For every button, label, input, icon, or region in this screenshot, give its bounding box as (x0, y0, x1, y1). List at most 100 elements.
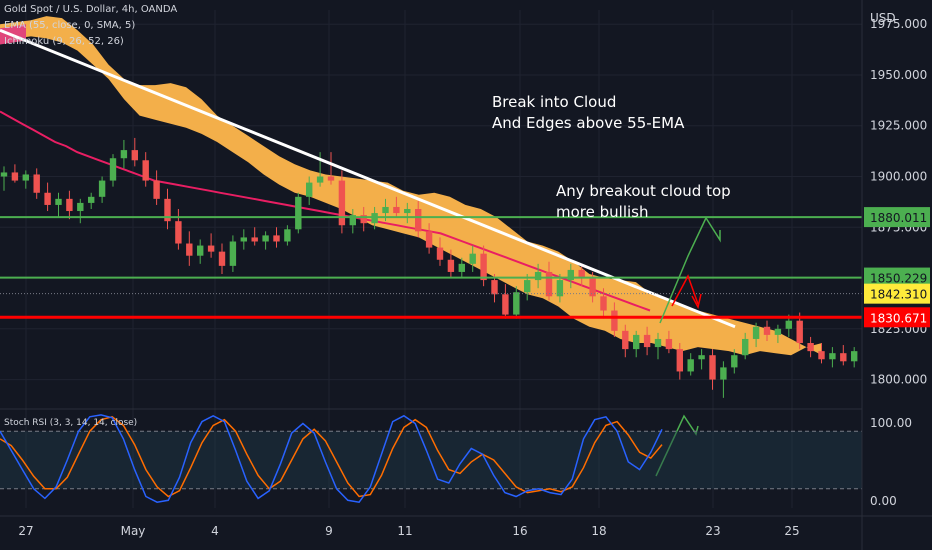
candle-body (22, 174, 29, 181)
annotation-text: Break into Cloud (492, 93, 616, 111)
candle (77, 198, 84, 224)
candle (371, 206, 378, 230)
candle (513, 286, 520, 319)
candle-body (55, 198, 62, 205)
candle-body (589, 278, 596, 297)
candle-body (415, 209, 422, 232)
candle-body (491, 280, 498, 295)
candle (327, 152, 335, 185)
candle-body (807, 343, 814, 352)
candle-body (731, 355, 738, 368)
candle-body (752, 326, 760, 339)
candle-body (251, 237, 258, 242)
candle (676, 343, 683, 380)
candle-body (218, 251, 226, 266)
annotation-text: Any breakout cloud top (556, 182, 731, 200)
candle-body (142, 160, 149, 181)
bullish-path-arrow (659, 217, 707, 324)
candle-body (273, 235, 280, 242)
bullish-path-arrow-head (705, 217, 721, 243)
candle (633, 330, 640, 358)
chart-symbol-title[interactable]: Gold Spot / U.S. Dollar, 4h, OANDA (4, 4, 178, 15)
candle-body (284, 229, 291, 242)
candle-body (633, 334, 640, 350)
rsi-arrow (655, 414, 699, 477)
candle (295, 192, 302, 234)
candle (360, 206, 367, 232)
candle-body (829, 353, 836, 360)
candle (186, 231, 193, 266)
price-tag-label: 1830.671 (870, 311, 927, 325)
candle (262, 231, 269, 250)
candle-body (98, 180, 106, 197)
candle (665, 330, 673, 354)
stoch-rsi-indicator-label[interactable]: Stoch RSI (3, 3, 14, 14, close) (4, 418, 138, 428)
ema-line (0, 110, 651, 312)
candle (774, 324, 782, 344)
ema-indicator-label[interactable]: EMA (55, close, 0, SMA, 5) (4, 20, 136, 31)
candle-body (33, 174, 40, 193)
candle-body (502, 294, 509, 315)
candle (556, 273, 564, 303)
ichimoku-indicator-label[interactable]: Ichimoku (9, 26, 52, 26) (4, 36, 124, 47)
x-tick-label: 23 (705, 524, 720, 538)
y-tick-label: 1975.000 (870, 17, 927, 31)
candle (415, 200, 422, 238)
candle-body (371, 213, 378, 224)
candle-body (295, 196, 302, 230)
candle (404, 202, 411, 224)
candle (709, 349, 716, 390)
price-levels[interactable] (0, 216, 862, 319)
candle-body (676, 349, 683, 372)
candle (436, 237, 444, 266)
candle-body (316, 176, 324, 183)
candle-body (687, 359, 694, 372)
candle (491, 273, 498, 303)
candle-body (840, 353, 847, 362)
candle (349, 209, 356, 234)
rsi-band-fill (0, 431, 862, 489)
candle-body (698, 355, 705, 360)
candle (273, 227, 280, 248)
candle (447, 249, 455, 279)
candle-body (349, 215, 356, 226)
price-tag-bg (864, 307, 930, 328)
candle (164, 188, 171, 230)
y-tick-label: 1925.000 (870, 119, 927, 133)
candle (687, 353, 694, 376)
candle-body (665, 338, 673, 350)
candle (11, 164, 19, 183)
candle-body (851, 351, 858, 362)
x-tick-label: 18 (591, 524, 606, 538)
candle (458, 257, 465, 279)
candle-body (796, 320, 803, 344)
candle-body (720, 367, 727, 380)
x-tick-label: 27 (18, 524, 33, 538)
candle-body (524, 280, 531, 293)
candle-body (153, 180, 160, 199)
price-tag: 1880.011 (864, 207, 930, 228)
candle (175, 209, 182, 250)
candle-body (109, 158, 117, 181)
candle (393, 196, 400, 218)
stoch-rsi-k-line (0, 414, 663, 504)
candle-body (709, 355, 716, 380)
y-tick-label: 1950.000 (870, 68, 927, 82)
candle (284, 225, 291, 246)
candle-body (469, 253, 476, 264)
candle-body (327, 176, 335, 181)
price-tag: 1850.229 (864, 267, 930, 288)
candle (22, 170, 29, 189)
ema-55-line (0, 110, 651, 312)
candle-body (611, 310, 618, 331)
candle (829, 347, 836, 368)
candle (763, 320, 771, 341)
candle (153, 170, 160, 205)
candle (502, 284, 509, 319)
candle-body (654, 338, 662, 348)
candle (534, 263, 542, 289)
cloud-area (0, 16, 822, 356)
candle (622, 324, 629, 358)
pullback-arrow-head (691, 293, 702, 310)
